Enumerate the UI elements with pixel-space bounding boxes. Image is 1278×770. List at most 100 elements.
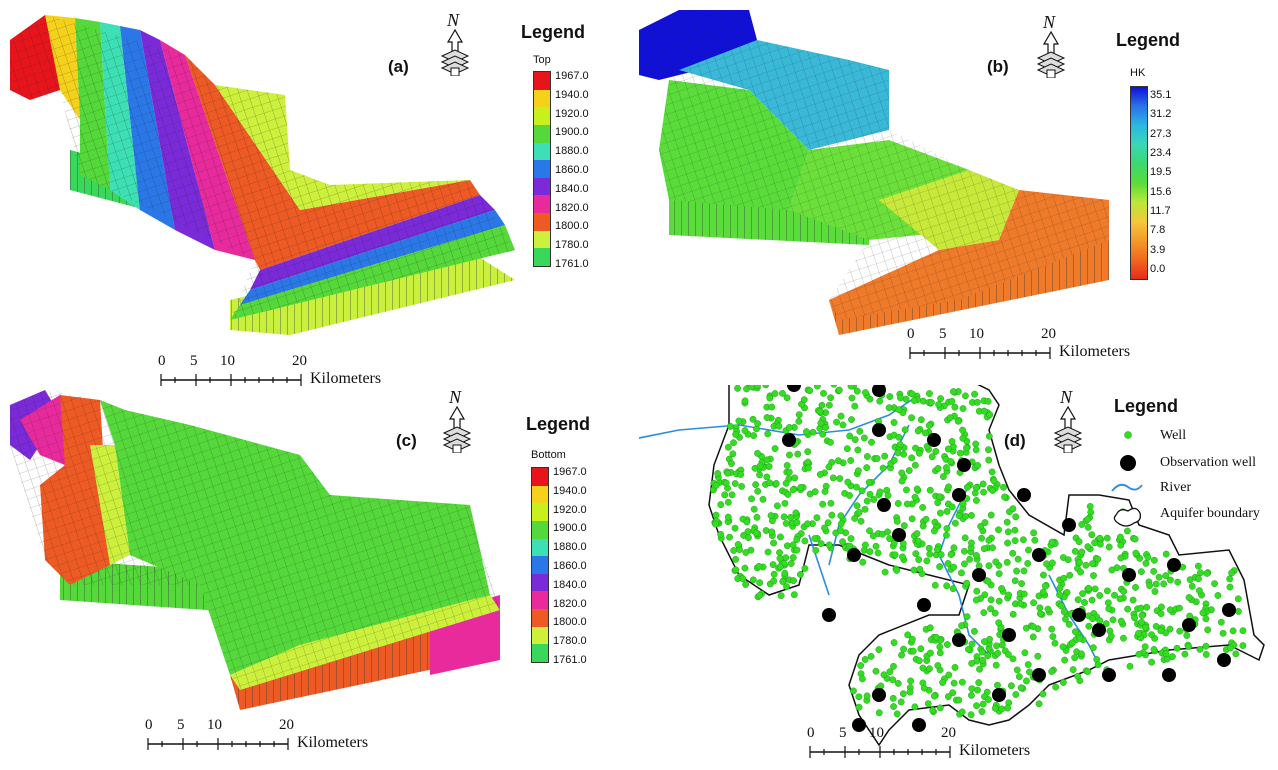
- well-point: [870, 496, 878, 503]
- well-point: [795, 417, 803, 425]
- well-point: [1150, 646, 1158, 653]
- well-point: [1174, 578, 1182, 586]
- scale-number: 20: [292, 353, 307, 369]
- well-point: [978, 648, 986, 656]
- scale-ruler: [909, 347, 1051, 359]
- color-bar-swatch: [534, 89, 550, 108]
- scale-number: 10: [969, 326, 984, 342]
- observation-well-point: [1222, 603, 1236, 617]
- well-point: [886, 668, 894, 676]
- scale-number: 20: [1041, 326, 1056, 342]
- color-bar-swatch: [534, 124, 550, 143]
- color-bar-swatch: [534, 107, 550, 125]
- legend-tick-label: 1840.0: [553, 578, 587, 591]
- color-bar-swatch: [532, 626, 548, 645]
- well-point: [817, 419, 825, 427]
- well-point: [846, 432, 854, 440]
- observation-well-point: [1182, 618, 1196, 632]
- well-point: [732, 431, 740, 438]
- well-point: [914, 537, 922, 545]
- well-point: [853, 387, 861, 395]
- well-point: [784, 491, 792, 498]
- well-point: [998, 585, 1005, 592]
- legend-tick-label: 15.6: [1150, 185, 1172, 198]
- well-point: [959, 434, 967, 442]
- well-point: [894, 500, 902, 507]
- north-letter: N: [448, 389, 462, 407]
- well-point: [947, 458, 955, 465]
- well-point: [1219, 629, 1227, 637]
- well-point: [867, 653, 875, 660]
- well-point: [854, 446, 862, 454]
- well-point: [1004, 651, 1012, 658]
- well-point: [927, 649, 934, 657]
- well-point: [936, 643, 944, 651]
- well-point: [928, 453, 936, 461]
- color-bar-swatch: [532, 609, 548, 627]
- well-point: [1084, 515, 1092, 523]
- well-point: [879, 464, 887, 472]
- well-point: [985, 432, 993, 440]
- well-point: [1021, 649, 1029, 657]
- well-point: [1131, 614, 1138, 622]
- well-point: [1138, 612, 1146, 619]
- observation-well-point: [972, 568, 986, 582]
- well-point: [973, 702, 980, 710]
- well-point: [730, 547, 738, 554]
- observation-well-point: [1002, 628, 1016, 642]
- legend-tick-label: 1840.0: [555, 182, 589, 195]
- color-bar-swatch: [534, 72, 550, 90]
- well-point: [837, 527, 845, 534]
- well-point: [847, 385, 855, 390]
- well-point: [988, 468, 996, 476]
- well-point: [768, 403, 776, 411]
- well-point: [980, 407, 988, 415]
- well-point: [1014, 555, 1022, 563]
- well-point: [1036, 610, 1044, 618]
- observation-well-point: [1032, 548, 1046, 562]
- well-point: [821, 488, 829, 495]
- well-point: [865, 479, 873, 486]
- well-point: [1079, 590, 1086, 598]
- well-point: [1026, 668, 1033, 676]
- well-point: [790, 591, 798, 599]
- well-point: [973, 497, 980, 504]
- well-point: [853, 483, 860, 491]
- well-point: [913, 485, 921, 493]
- river-line: [938, 484, 990, 656]
- well-point: [781, 569, 789, 577]
- well-point: [908, 635, 916, 643]
- legend-tick-label: 1860.0: [553, 560, 587, 572]
- well-point: [980, 488, 987, 496]
- well-point: [1068, 639, 1076, 647]
- well-point: [936, 649, 944, 657]
- well-point: [1132, 583, 1139, 591]
- well-point: [900, 450, 908, 458]
- scale-bar: 0 5 10 20 Kilometers: [907, 326, 1147, 360]
- well-point: [816, 471, 824, 478]
- well-point: [936, 493, 944, 501]
- scale-number: 20: [941, 725, 956, 741]
- well-point: [926, 486, 934, 494]
- well-point: [787, 560, 795, 567]
- panel-b: (b) N Legend HK 35.1 31.2 27.3 23.4 19.5 15.6…: [639, 0, 1278, 385]
- well-point: [893, 517, 901, 525]
- observation-well-point: [872, 688, 886, 702]
- well-point: [827, 394, 835, 402]
- well-point: [1103, 534, 1111, 542]
- well-point: [1085, 584, 1093, 592]
- well-point: [855, 693, 863, 701]
- well-point: [764, 430, 772, 438]
- well-point: [923, 442, 931, 450]
- well-point: [963, 444, 970, 452]
- well-point: [927, 399, 935, 406]
- well-point: [816, 407, 824, 415]
- well-point: [861, 505, 869, 513]
- well-point: [1108, 566, 1116, 574]
- legend-title: Legend: [1116, 30, 1181, 50]
- well-point: [902, 395, 910, 403]
- well-point: [985, 446, 992, 454]
- well-point: [894, 449, 902, 457]
- well-point: [931, 692, 938, 700]
- well-point: [1166, 625, 1174, 633]
